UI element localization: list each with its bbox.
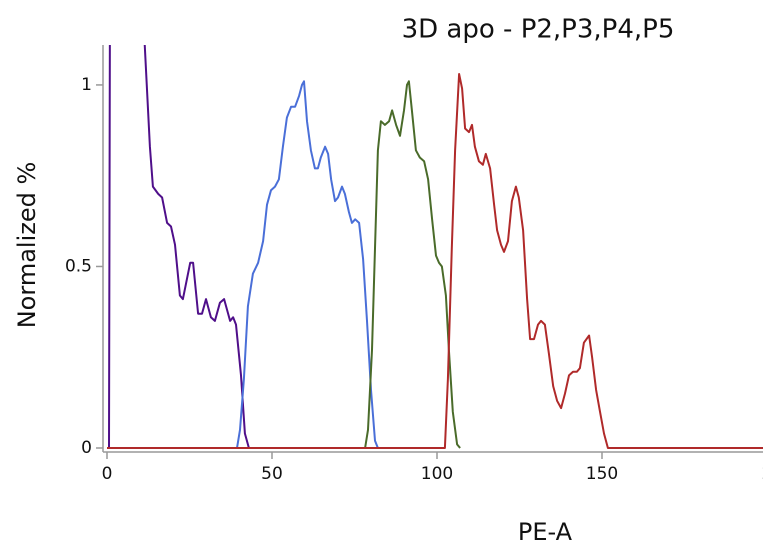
y-tick-label: 0.5 [65,256,92,276]
x-tick-label: 100 [421,464,453,484]
series-line [364,80,461,449]
plot-area [107,45,763,449]
x-axis-label: PE-A [518,518,573,546]
series-line [236,80,379,449]
x-tick-label: 150 [586,464,618,484]
x-tick-label: 2 [762,464,763,484]
x-tick-label: 0 [102,464,113,484]
chart-title: 3D apo - P2,P3,P4,P5 [402,15,675,45]
y-axis-label: Normalized % [13,162,41,329]
y-tick-label: 0 [81,438,92,458]
series-line [107,73,763,449]
y-tick-label: 1 [81,75,92,95]
series-line [108,45,250,449]
x-tick-label: 50 [261,464,283,484]
